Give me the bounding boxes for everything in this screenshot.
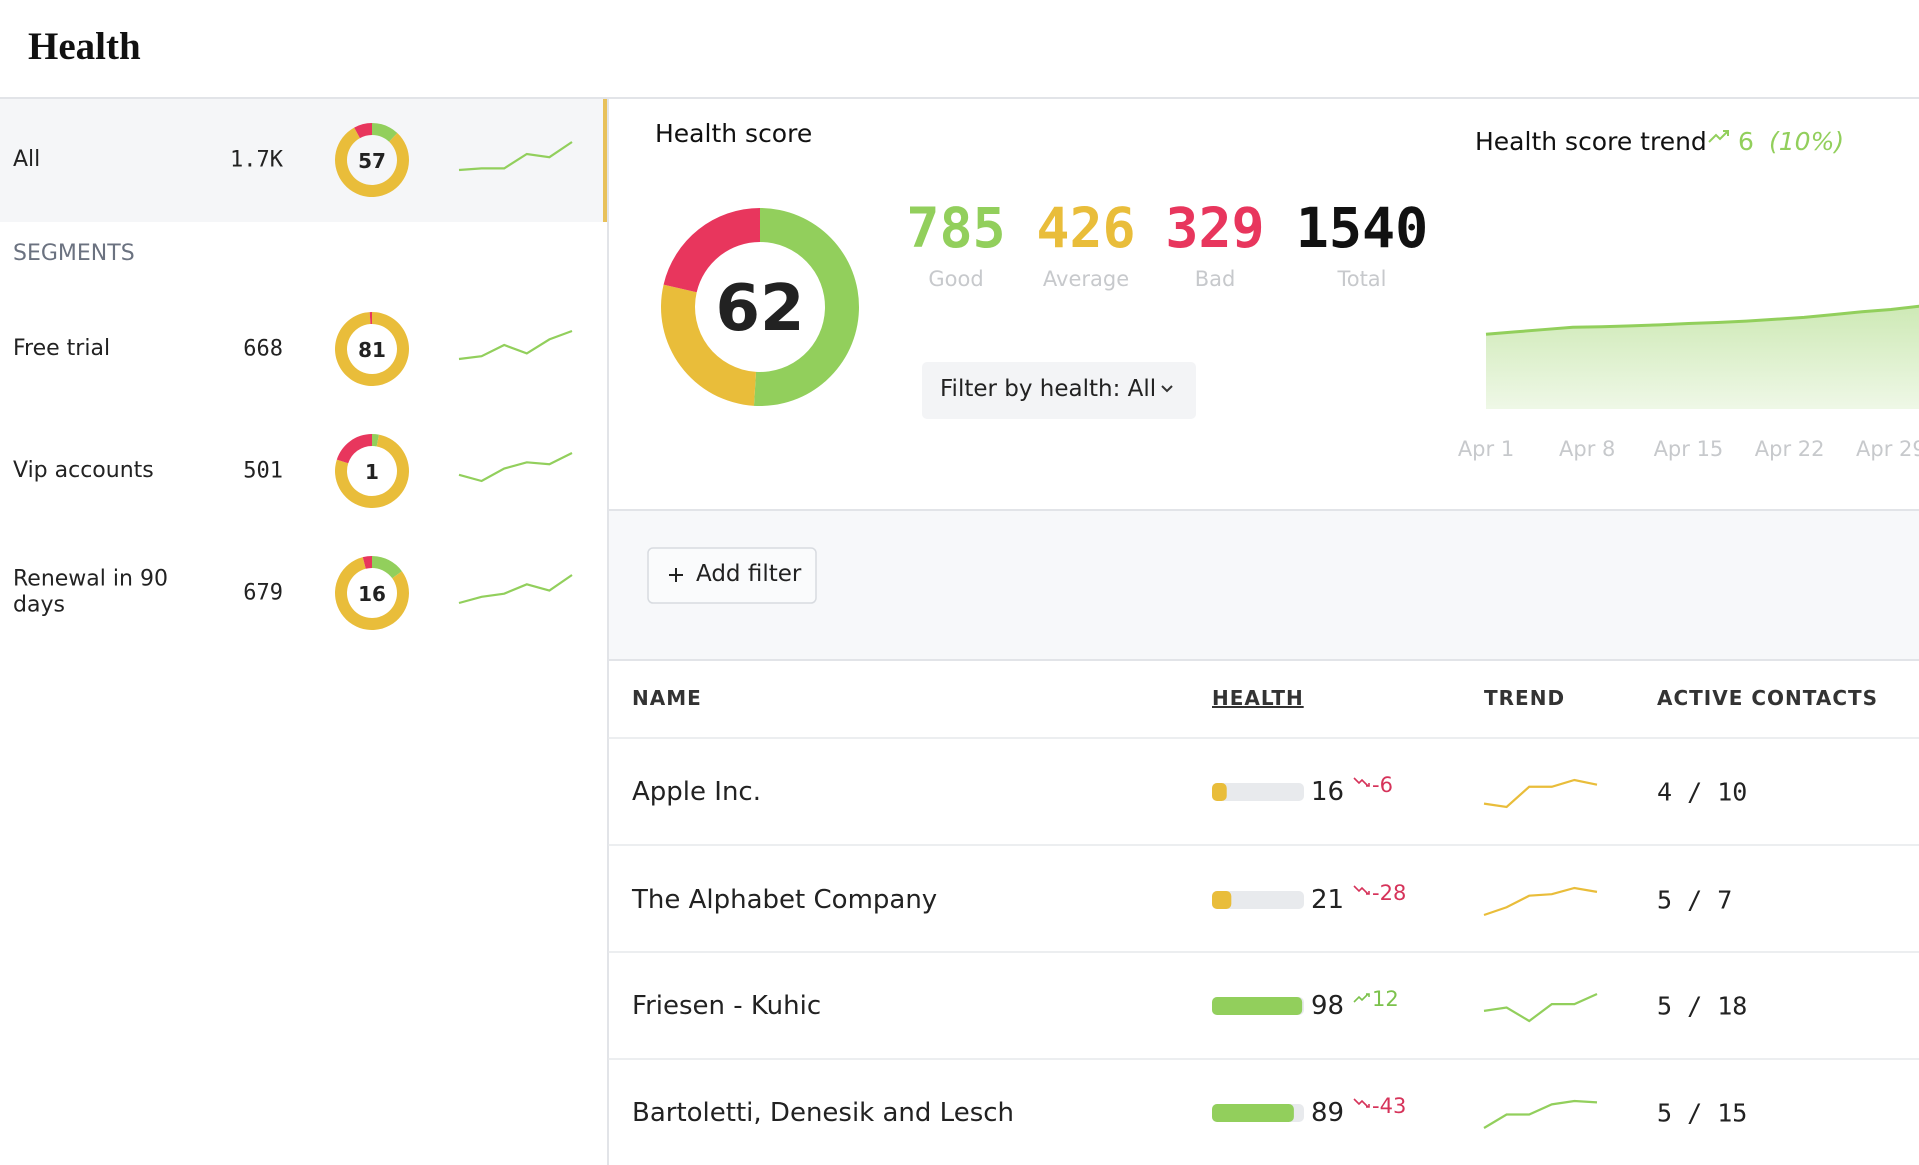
donut-segment [354,123,372,139]
row-name[interactable]: Apple Inc. [632,777,761,807]
filter-dropdown[interactable] [922,362,1196,419]
trend-delta-percent: (10%) [1769,127,1845,156]
segment-label[interactable]: Free trial [13,335,111,361]
stat-value: 426 [1036,196,1136,260]
sparkline [1483,886,1598,917]
trend-up-icon [1708,130,1729,143]
page-title: Health [28,25,141,68]
sparkline [458,452,573,483]
donut-segment [753,208,859,406]
stat-value: 1540 [1295,196,1429,260]
segment-count: 668 [243,336,283,362]
donut-segment [334,557,409,630]
section-title: Health score [655,119,813,148]
stat-label: Good [928,267,984,291]
sparkline [1483,992,1598,1023]
stat-value: 329 [1165,196,1265,260]
row-name[interactable]: Bartoletti, Denesik and Lesch [632,1098,1015,1128]
segment-score: 16 [358,582,386,606]
donut-segment [663,208,760,293]
x-tick-label: Apr 1 [1458,437,1514,461]
health-track [1212,783,1304,801]
chevron-icon [1161,385,1173,393]
stat-value: 785 [906,196,1006,260]
trend-up-icon [1353,993,1370,1003]
filter-bar-bg [608,510,1919,660]
active-contacts: 4 / 10 [1657,777,1748,807]
donut-segment [661,284,757,406]
health-bar [1212,997,1303,1015]
segment-count: 1.7K [230,147,283,173]
health-delta: -43 [1372,1094,1407,1118]
add-filter-label[interactable]: Add filter [696,561,802,587]
sparkline [1483,778,1598,809]
donut-segment [372,123,398,142]
donut-segment [369,312,372,325]
segment-label[interactable]: All [13,146,41,172]
row-name[interactable]: Friesen - Kuhic [632,991,822,1021]
selected-row-bg [0,99,607,222]
add-filter-button[interactable] [647,547,817,604]
active-contacts: 5 / 15 [1657,1098,1748,1128]
sparkline [458,329,573,361]
x-tick-label: Apr 8 [1559,437,1615,461]
stat-label: Average [1042,267,1130,291]
column-header[interactable]: HEALTH [1212,686,1304,710]
sparkline [458,141,573,172]
active-contacts: 5 / 18 [1657,991,1748,1021]
donut-segment [362,556,372,569]
donut-segment [372,434,379,447]
trend-down-icon [1353,777,1370,787]
health-delta: 12 [1372,987,1399,1011]
health-value: 89 [1311,1098,1345,1128]
row-name[interactable]: The Alphabet Company [632,885,938,915]
trend-delta: 6 [1738,127,1754,156]
trend-line [1485,304,1919,336]
segment-score: 57 [358,149,386,173]
sparkline [1483,1099,1598,1129]
health-value: 16 [1311,777,1345,807]
trend-down-icon [1353,1098,1370,1108]
segment-label[interactable]: Renewal in 90 days [13,566,168,618]
donut-segment [335,434,409,508]
health-bar [1212,1104,1294,1122]
segment-count: 679 [243,580,283,606]
column-header: ACTIVE CONTACTS [1657,686,1879,710]
health-delta: -6 [1372,773,1393,797]
column-header: NAME [632,686,702,710]
filter-label: Filter by health: All [940,376,1157,402]
chart-title: Health score trend [1475,127,1707,156]
x-tick-label: Apr 22 [1755,437,1825,461]
trend-down-icon [1353,885,1370,895]
health-score: 62 [715,272,804,346]
column-header: TREND [1484,686,1566,710]
donut-segment [336,434,372,464]
segments-heading: SEGMENTS [13,241,135,266]
x-tick-label: Apr 29 [1856,437,1919,461]
health-delta: -28 [1372,881,1407,905]
x-tick-label: Apr 15 [1654,437,1724,461]
segment-label[interactable]: Vip accounts [13,457,154,483]
health-track [1212,891,1304,909]
donut-segment [335,127,410,197]
stat-label: Bad [1194,267,1236,291]
health-value: 21 [1311,885,1345,915]
donut-segment [372,556,402,579]
segment-count: 501 [243,458,283,484]
donut-segment [334,312,409,386]
segment-score: 1 [365,460,379,484]
selected-indicator [603,99,607,222]
segment-score: 81 [358,338,386,362]
stat-label: Total [1337,267,1387,291]
health-value: 98 [1311,991,1345,1021]
health-bar [1212,891,1232,909]
sparkline [458,574,573,605]
active-contacts: 5 / 7 [1657,885,1733,915]
plus-icon [669,568,683,582]
health-bar [1212,783,1227,801]
trend-area [1486,306,1919,409]
